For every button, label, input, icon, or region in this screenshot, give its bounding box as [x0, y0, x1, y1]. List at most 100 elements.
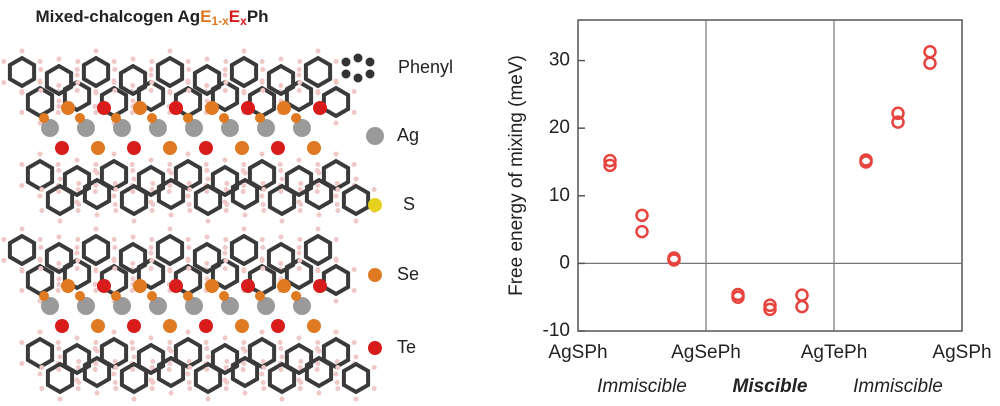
legend-label: Ag — [397, 125, 419, 145]
hydrogen — [185, 329, 191, 335]
title-part: E — [229, 7, 240, 26]
hydrogen — [168, 170, 174, 176]
legend-icon — [353, 73, 363, 83]
hydrogen — [38, 67, 44, 72]
phenyl-ring — [25, 336, 55, 370]
hydrogen — [56, 83, 62, 88]
hydrogen — [296, 250, 302, 256]
phenyl-ring — [81, 55, 111, 89]
phenyl-ring — [284, 79, 314, 113]
hydrogen — [315, 361, 321, 366]
hydrogen — [315, 267, 321, 272]
hydrogen — [148, 266, 154, 271]
atom — [77, 297, 95, 315]
hydrogen — [130, 189, 136, 194]
title-part: 1-x — [211, 14, 229, 28]
hydrogen — [278, 367, 284, 372]
hydrogen — [185, 371, 191, 377]
hydrogen — [222, 72, 228, 78]
data-point — [763, 302, 777, 317]
atom — [313, 279, 327, 293]
atom — [127, 141, 141, 155]
hydrogen — [56, 346, 62, 351]
hydrogen — [223, 59, 229, 64]
hydrogen — [224, 380, 230, 385]
legend-label: S — [403, 194, 415, 214]
hydrogen — [334, 181, 340, 186]
y-tick-label: 10 — [549, 185, 570, 206]
hydrogen — [241, 162, 247, 167]
atom — [41, 119, 59, 137]
hydrogen — [278, 83, 284, 88]
hydrogen — [39, 187, 45, 192]
hydrogen — [333, 120, 339, 126]
atom — [55, 319, 69, 333]
hydrogen — [130, 234, 136, 240]
hydrogen — [19, 48, 25, 54]
hydrogen — [37, 59, 43, 64]
hydrogen — [93, 288, 99, 293]
hydrogen — [149, 258, 155, 263]
atom — [307, 141, 321, 155]
hydrogen — [333, 298, 339, 304]
legend-icon — [341, 57, 351, 67]
hydrogen — [204, 261, 210, 266]
data-point — [795, 288, 809, 302]
data-point — [859, 155, 873, 169]
phenyl-ring — [62, 79, 92, 113]
data-point — [603, 153, 617, 168]
atom — [291, 113, 301, 123]
atom — [271, 319, 285, 333]
phenyl-ring — [303, 233, 333, 267]
hydrogen — [186, 67, 192, 72]
hydrogen — [205, 396, 211, 402]
hydrogen — [351, 267, 357, 272]
atom — [97, 279, 111, 293]
hydrogen — [131, 354, 137, 360]
phenyl-ring — [229, 55, 259, 89]
hydrogen — [351, 288, 357, 293]
hydrogen — [56, 56, 62, 62]
hydrogen — [149, 80, 155, 85]
data-point — [891, 115, 905, 129]
atom — [293, 119, 311, 137]
hydrogen — [75, 59, 81, 64]
hydrogen — [224, 181, 230, 186]
atom — [149, 119, 167, 137]
legend-icon — [366, 127, 384, 145]
hydrogen — [111, 193, 117, 199]
hydrogen — [56, 367, 62, 372]
hydrogen — [203, 340, 209, 345]
hydrogen — [261, 187, 267, 192]
hydrogen — [278, 56, 284, 62]
hydrogen — [55, 340, 61, 345]
hydrogen — [19, 183, 25, 188]
atom — [307, 319, 321, 333]
hydrogen — [204, 346, 210, 351]
atom — [169, 279, 183, 293]
hydrogen — [75, 258, 81, 263]
hydrogen — [92, 189, 98, 194]
data-point — [667, 253, 681, 267]
hydrogen — [186, 245, 192, 250]
region-label: Miscible — [733, 376, 808, 397]
hydrogen — [224, 359, 230, 364]
hydrogen — [187, 208, 193, 213]
hydrogen — [204, 56, 210, 62]
hydrogen — [1, 59, 7, 64]
hydrogen — [112, 380, 118, 385]
hydrogen — [261, 208, 267, 213]
atom — [111, 291, 121, 301]
hydrogen — [371, 365, 377, 370]
hydrogen — [75, 365, 81, 370]
hydrogen — [150, 380, 156, 385]
hydrogen — [56, 261, 62, 266]
hydrogen — [75, 237, 81, 242]
hydrogen — [39, 208, 45, 213]
hydrogen — [296, 88, 302, 93]
region-label: Immiscible — [853, 376, 943, 397]
hydrogen — [166, 367, 172, 372]
hydrogen — [298, 181, 304, 186]
legend-label: Phenyl — [398, 57, 453, 77]
